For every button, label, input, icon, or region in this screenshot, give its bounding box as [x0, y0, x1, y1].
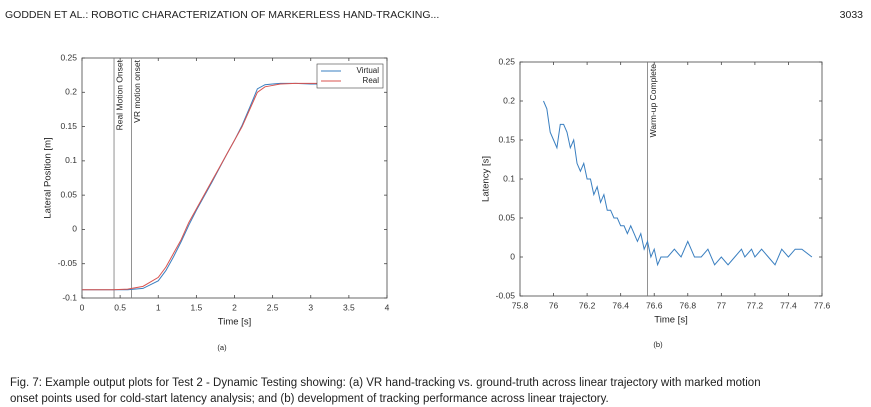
- y-tick-label: 0.05: [498, 212, 515, 222]
- y-tick-label: 0.05: [60, 189, 77, 199]
- y-tick-label: 0.15: [60, 121, 77, 131]
- event-label: VR motion onset: [132, 59, 142, 122]
- x-tick-label: 0.5: [114, 302, 126, 312]
- legend-label: Virtual: [356, 66, 379, 75]
- y-tick-label: 0.15: [498, 134, 515, 144]
- x-tick-label: 75.8: [512, 300, 529, 310]
- x-tick-label: 0: [80, 302, 85, 312]
- x-tick-label: 76.2: [579, 300, 596, 310]
- x-tick-label: 76.6: [646, 300, 663, 310]
- x-tick-label: 1: [156, 302, 161, 312]
- legend-box: [316, 63, 384, 89]
- x-tick-label: 3: [308, 302, 313, 312]
- y-tick-label: 0.1: [65, 155, 77, 165]
- y-tick-label: -0.05: [58, 258, 78, 268]
- data-line: [82, 82, 330, 291]
- plot-frame: [81, 57, 388, 299]
- x-tick-label: 76.4: [612, 300, 629, 310]
- y-tick-label: 0: [72, 224, 77, 234]
- x-axis-label: Time [s]: [218, 317, 251, 328]
- x-tick-label: 3.5: [343, 302, 355, 312]
- y-axis-label: Lateral Position [m]: [43, 137, 54, 218]
- y-tick-label: 0.25: [498, 56, 515, 66]
- y-tick-label: 0.1: [503, 173, 515, 183]
- y-tick-label: 0.2: [503, 95, 515, 105]
- y-tick-label: 0: [510, 251, 515, 261]
- page-number: 3033: [840, 9, 864, 21]
- event-label: Real Motion Onset: [114, 59, 124, 130]
- event-label: Warm-up Complete: [648, 64, 658, 138]
- x-tick-label: 76: [549, 300, 559, 310]
- x-tick-label: 1.5: [190, 302, 202, 312]
- y-axis-label: Latency [s]: [481, 156, 492, 202]
- caption-line: onset points used for cold-start latency…: [10, 393, 609, 405]
- y-tick-label: 0.25: [60, 52, 77, 62]
- x-tick-label: 77: [717, 300, 727, 310]
- x-tick-label: 2.5: [267, 302, 279, 312]
- data-line: [543, 100, 813, 267]
- data-line: [82, 82, 330, 291]
- legend-label: Real: [363, 76, 380, 85]
- y-tick-label: -0.1: [62, 292, 77, 302]
- x-tick-label: 77.4: [780, 300, 797, 310]
- x-axis-label: Time [s]: [654, 315, 687, 326]
- y-tick-label: -0.05: [496, 290, 516, 300]
- x-tick-label: 77.2: [747, 300, 764, 310]
- caption-line: Fig. 7: Example output plots for Test 2 …: [10, 377, 761, 389]
- x-tick-label: 4: [385, 302, 390, 312]
- x-tick-label: 77.6: [814, 300, 831, 310]
- x-tick-label: 2: [232, 302, 237, 312]
- subfigure-label: (a): [217, 343, 227, 352]
- x-tick-label: 76.8: [680, 300, 697, 310]
- y-tick-label: 0.2: [65, 87, 77, 97]
- subfigure-label: (b): [653, 340, 663, 349]
- running-header: GODDEN ET AL.: ROBOTIC CHARACTERIZATION …: [5, 9, 439, 21]
